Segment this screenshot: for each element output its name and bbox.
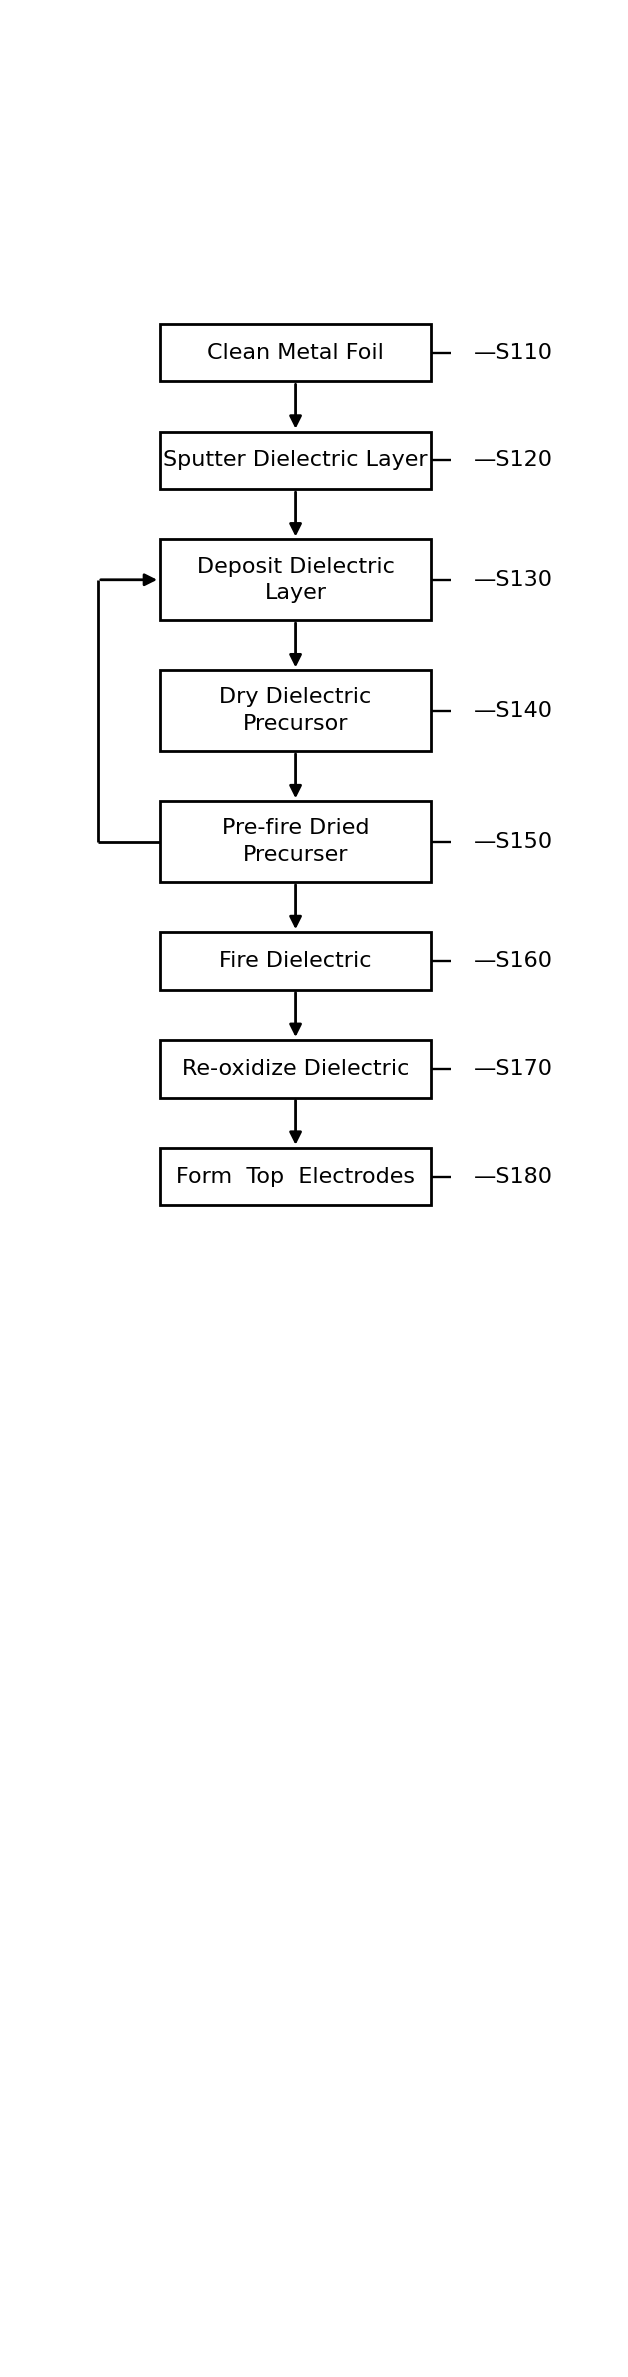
- Text: Sputter Dielectric Layer: Sputter Dielectric Layer: [163, 449, 428, 471]
- Text: Fire Dielectric: Fire Dielectric: [219, 951, 372, 970]
- Text: Pre-fire Dried
Precurser: Pre-fire Dried Precurser: [222, 818, 369, 865]
- Text: Deposit Dielectric
Layer: Deposit Dielectric Layer: [197, 556, 394, 604]
- Text: Re-oxidize Dielectric: Re-oxidize Dielectric: [181, 1058, 409, 1079]
- Text: —S130: —S130: [474, 570, 553, 589]
- Text: —S160: —S160: [474, 951, 553, 970]
- Bar: [160, 433, 431, 490]
- Bar: [160, 1039, 431, 1098]
- Bar: [160, 801, 431, 882]
- Text: —S150: —S150: [474, 832, 553, 851]
- Bar: [160, 1148, 431, 1205]
- Text: —S110: —S110: [474, 342, 553, 364]
- Text: Dry Dielectric
Precursor: Dry Dielectric Precursor: [219, 687, 371, 734]
- Text: —S140: —S140: [474, 701, 553, 720]
- Text: —S180: —S180: [474, 1167, 553, 1186]
- Bar: [160, 670, 431, 751]
- Text: —S170: —S170: [474, 1058, 553, 1079]
- Bar: [160, 323, 431, 380]
- Text: —S120: —S120: [474, 449, 553, 471]
- Text: Form  Top  Electrodes: Form Top Electrodes: [176, 1167, 414, 1186]
- Bar: [160, 932, 431, 989]
- Bar: [160, 540, 431, 620]
- Text: Clean Metal Foil: Clean Metal Foil: [207, 342, 384, 364]
